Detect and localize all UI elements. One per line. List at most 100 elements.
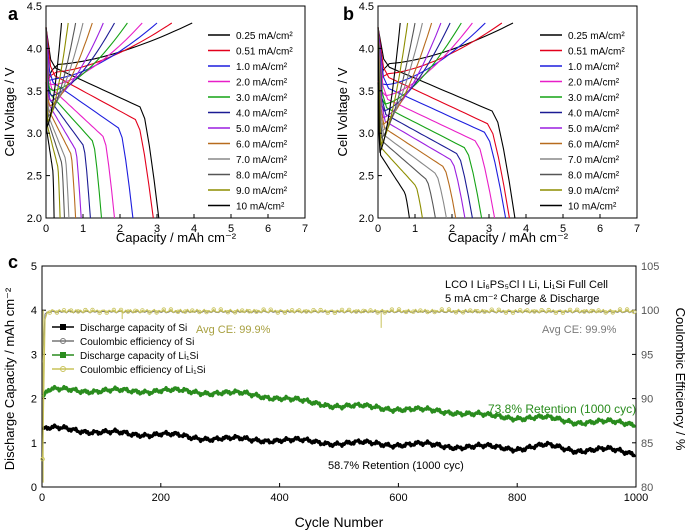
charge-curve-a [45,22,115,97]
panel-label-b: b [343,4,354,24]
panel-b: b 0 1 2 3 4 5 6 7 2.0 2.5 3.0 3.5 4.0 4.5 0.25 mA/cm… [335,1,640,245]
y-tick-label-right-c: 85 [641,438,653,450]
discharge-curve-a [45,27,154,219]
x-tick-label-a: 2 [117,223,123,235]
legend-label-a: 9.0 mA/cm² [236,186,288,197]
ce-li1si-point [133,308,138,313]
ce-li1si-point [482,309,487,314]
legend-label-a: 3.0 mA/cm² [236,93,288,104]
y-tick-label-b: 3.5 [359,86,374,98]
ce-li1si-point [418,308,423,313]
ce-li1si-point [239,308,245,313]
y-tick-label-left-c: 3 [31,349,37,361]
ce-li1si-point [546,307,551,313]
x-tick-label-b: 3 [486,223,492,235]
legend-label-c: Coulombic efficiency of Li₁Si [80,365,205,376]
legend-label-b: 0.25 mA/cm² [568,31,625,42]
y-tick-label-b: 2.0 [359,213,374,225]
ce-li1si-point [75,309,81,314]
ce-li1si-point [297,308,302,313]
y-ticks-b: 2.0 2.5 3.0 3.5 4.0 4.5 [359,1,382,225]
ce-li1si-point [204,309,209,315]
legend-marker-c [60,366,66,372]
charge-curve-b [377,22,416,140]
discharge-curve-b [377,27,436,219]
ce-li1si-point [617,307,623,312]
panel-c: c 0 200 400 600 800 1000 0 1 2 3 4 5 80 85 90 95 100 10… [2,252,685,530]
legend-label-c: Discharge capacity of Li₁Si [80,351,198,362]
charge-curve-a [45,22,93,107]
discharge-curve-b [377,27,473,219]
legend-label-c: Coulombic efficiency of Si [80,337,194,348]
x-tick-label-b: 0 [375,223,381,235]
x-tick-label-a: 0 [43,223,49,235]
data-c [40,307,637,483]
ce-li1si-point [575,307,580,312]
retention-li1si-annotation: 73.8% Retention (1000 cyc) [488,402,636,416]
ce-li1si-point [539,308,544,313]
y-tick-label-a: 3.5 [27,86,42,98]
discharge-curve-b [377,27,466,219]
discharge-curve-b [377,27,410,219]
legend-marker-c [60,338,66,344]
y-tick-label-left-c: 5 [31,261,37,273]
ce-li1si-point [168,307,174,312]
legend-label-b: 6.0 mA/cm² [568,140,620,151]
ce-li1si-point [553,310,558,315]
x-tick-label-a: 1 [80,223,86,235]
avg-ce-si-annotation: Avg CE: 99.9% [542,324,617,336]
plot-frame-c [41,265,637,488]
y-ticks-a: 2.0 2.5 3.0 3.5 4.0 4.5 [27,1,50,225]
ce-li1si-point [211,307,216,312]
x-ticks-a: 0 1 2 3 4 5 6 7 [43,214,308,235]
ce-li1si-point [218,307,223,312]
ce-li1si-point [332,310,337,315]
ce-li1si-point [268,307,273,312]
legend-label-a: 5.0 mA/cm² [236,124,288,135]
panel-label-c: c [8,252,18,272]
ce-li1si-point [489,307,494,312]
curves-a [45,22,193,219]
ce-li1si-point [118,307,124,313]
ce-li1si-point [254,309,259,314]
ce-li1si-point [54,310,60,315]
ce-li1si-point [368,308,373,313]
x-tick-label-c: 200 [152,492,170,504]
ce-li1si-point [289,308,295,313]
ce-li1si-point [624,307,630,312]
legend-b: 0.25 mA/cm² 0.51 mA/cm² 1.0 mA/cm² 2.0 mA/c… [540,31,625,213]
legend-label-b: 9.0 mA/cm² [568,186,620,197]
y-tick-label-right-c: 90 [641,394,653,406]
discharge-curve-a [45,27,61,219]
y-tick-label-b: 4.5 [359,1,374,13]
ce-li1si-point [439,307,444,312]
y-tick-label-left-c: 4 [31,305,37,317]
ce-li1si-point [325,310,330,315]
ce-li1si-point [61,308,67,313]
ce-li1si-point [411,309,416,314]
y-tick-label-right-c: 95 [641,349,653,361]
y-tick-label-b: 4.0 [359,43,374,55]
ce-li1si-point [111,307,117,313]
legend-label-b: 7.0 mA/cm² [568,155,620,166]
panel-a: a 0 1 2 3 4 5 6 7 2.0 2.5 3.0 3.5 4.0 4.5 0.25 mA/cm… [2,1,308,245]
ce-li1si-point [247,309,252,314]
charge-curve-b [377,22,462,105]
ce-li1si-point [346,307,352,313]
x-ticks-c: 0 200 400 600 800 1000 [39,483,648,504]
y-tick-label-left-c: 0 [31,482,37,494]
x-tick-label-a: 5 [228,223,234,235]
y-tick-label-right-c: 100 [641,305,659,317]
charge-curve-a [45,22,128,92]
retention-si-annotation: 58.7% Retention (1000 cyc) [328,460,464,472]
ce-li1si-point [525,308,530,313]
ce-li1si-point [232,310,238,315]
ce-li1si-point [560,310,566,315]
x-tick-label-a: 4 [191,223,197,235]
ce-li1si-point [47,310,52,315]
charge-curve-a [45,22,84,112]
legend-label-a: 1.0 mA/cm² [236,62,288,73]
x-tick-label-b: 2 [449,223,455,235]
ce-li1si-point [518,308,523,313]
